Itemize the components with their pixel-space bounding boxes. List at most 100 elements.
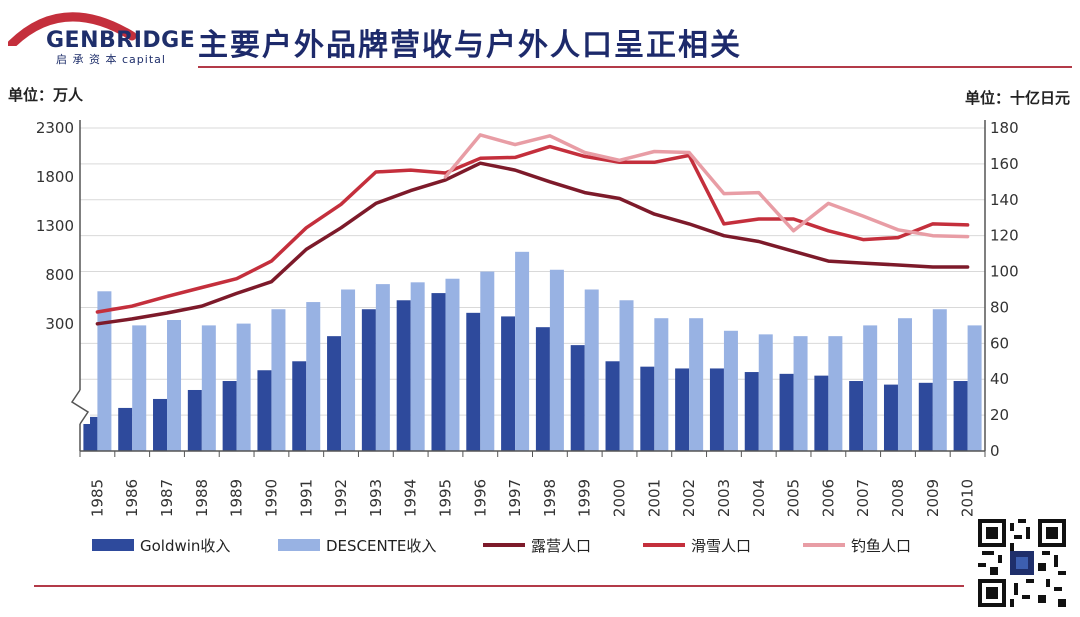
right-unit-label: 单位：十亿日元 <box>964 89 1070 107</box>
right-tick-label: 140 <box>990 191 1019 209</box>
x-tick-label: 1992 <box>332 479 350 517</box>
x-tick-label: 2000 <box>611 479 629 517</box>
descente-bar <box>723 330 738 451</box>
right-tick-label: 180 <box>990 119 1019 137</box>
goldwin-bar <box>535 327 550 451</box>
x-tick-label: 1990 <box>262 479 280 517</box>
left-unit-label: 单位：万人 <box>8 86 84 104</box>
descente-bar <box>341 289 356 451</box>
right-tick-label: 40 <box>990 370 1009 388</box>
x-tick-label: 2010 <box>959 479 977 517</box>
descente-bar <box>271 309 286 451</box>
left-tick-label: 300 <box>45 315 74 333</box>
axes <box>70 120 986 457</box>
right-tick-label: 160 <box>990 155 1019 173</box>
ski-population-line <box>95 144 970 314</box>
x-tick-label: 1997 <box>506 479 524 517</box>
legend: Goldwin收入 DESCENTE收入 露营人口 滑雪人口 钓鱼人口 <box>92 537 911 555</box>
descente-bar <box>167 320 182 451</box>
qr-code-icon <box>978 519 1066 607</box>
x-tick-label: 1995 <box>436 479 454 517</box>
descente-bar <box>619 300 634 451</box>
descente-bar <box>654 318 669 451</box>
goldwin-bar <box>883 384 898 451</box>
x-tick-label: 1989 <box>228 479 246 517</box>
legend-label: Goldwin收入 <box>140 537 230 555</box>
descente-bar <box>132 325 147 451</box>
goldwin-bar <box>431 293 446 451</box>
descente-bar <box>932 309 947 451</box>
x-tick-label: 2004 <box>750 479 768 517</box>
logo-subtitle: 启 承 资 本 capital <box>56 53 166 66</box>
descente-bar <box>584 289 599 451</box>
goldwin-bar <box>675 368 690 451</box>
descente-bar <box>689 318 704 451</box>
legend-label: 滑雪人口 <box>691 537 751 555</box>
x-tick-label: 1987 <box>158 479 176 517</box>
page-title: 主要户外品牌营收与户外人口呈正相关 <box>198 28 742 63</box>
x-tick-label: 1999 <box>576 479 594 517</box>
left-tick-label: 800 <box>45 266 74 284</box>
goldwin-bar <box>709 368 724 451</box>
descente-bar <box>97 291 112 451</box>
camping-population-line <box>95 161 970 326</box>
x-tick-label: 2003 <box>715 479 733 517</box>
descente-bar <box>828 336 843 451</box>
goldwin-bar <box>953 381 968 451</box>
descente-bar <box>445 278 460 451</box>
x-tick-label: 1985 <box>88 479 106 517</box>
goldwin-bar <box>814 375 829 451</box>
x-tick-label: 1994 <box>402 479 420 517</box>
goldwin-bar <box>361 309 376 451</box>
tick-labels: 180 160 140 120 100 80 60 40 20 0 2300 1800 1300 800 3… <box>36 119 1019 517</box>
right-tick-label: 60 <box>990 334 1009 352</box>
descente-bar <box>793 336 808 451</box>
x-tick-label: 1998 <box>541 479 559 517</box>
goldwin-bar <box>118 407 133 451</box>
descente-bar <box>863 325 878 451</box>
left-tick-label: 1800 <box>36 168 74 186</box>
left-tick-label: 2300 <box>36 119 74 137</box>
left-tick-label: 1300 <box>36 217 74 235</box>
goldwin-bar <box>779 373 794 451</box>
x-tick-label: 2005 <box>785 479 803 517</box>
legend-swatch <box>92 539 134 551</box>
goldwin-bar <box>501 316 516 451</box>
x-tick-label: 1986 <box>123 479 141 517</box>
descente-bar <box>410 282 425 451</box>
right-tick-label: 20 <box>990 406 1009 424</box>
genbridge-logo-arc <box>8 12 137 46</box>
x-tick-label: 1993 <box>367 479 385 517</box>
logo-name: GENBRIDGE <box>46 28 196 53</box>
goldwin-bar <box>292 361 307 451</box>
line-series <box>95 133 970 326</box>
descente-bar <box>236 323 251 451</box>
x-tick-label: 2006 <box>819 479 837 517</box>
axis-break-icon <box>70 389 90 425</box>
goldwin-bar <box>605 361 620 451</box>
legend-label: 钓鱼人口 <box>851 537 911 555</box>
descente-bar <box>515 251 530 451</box>
descente-bar <box>375 284 390 451</box>
x-tick-label: 2009 <box>924 479 942 517</box>
legend-label: 露营人口 <box>531 537 591 555</box>
right-tick-label: 80 <box>990 298 1009 316</box>
goldwin-bar <box>744 372 759 451</box>
bar-series <box>83 251 982 451</box>
goldwin-bar <box>257 370 272 451</box>
x-tick-label: 2007 <box>854 479 872 517</box>
descente-bar <box>897 318 912 451</box>
goldwin-bar <box>222 381 237 451</box>
right-tick-label: 100 <box>990 263 1019 281</box>
goldwin-bar <box>640 366 655 451</box>
descente-bar <box>967 325 982 451</box>
x-tick-label: 2001 <box>645 479 663 517</box>
descente-bar <box>306 302 321 451</box>
footer-rule <box>34 585 964 587</box>
goldwin-bar <box>153 398 168 451</box>
descente-bar <box>549 269 564 451</box>
goldwin-bar <box>83 416 98 451</box>
x-tick-label: 1996 <box>471 479 489 517</box>
x-tick-label: 2008 <box>889 479 907 517</box>
